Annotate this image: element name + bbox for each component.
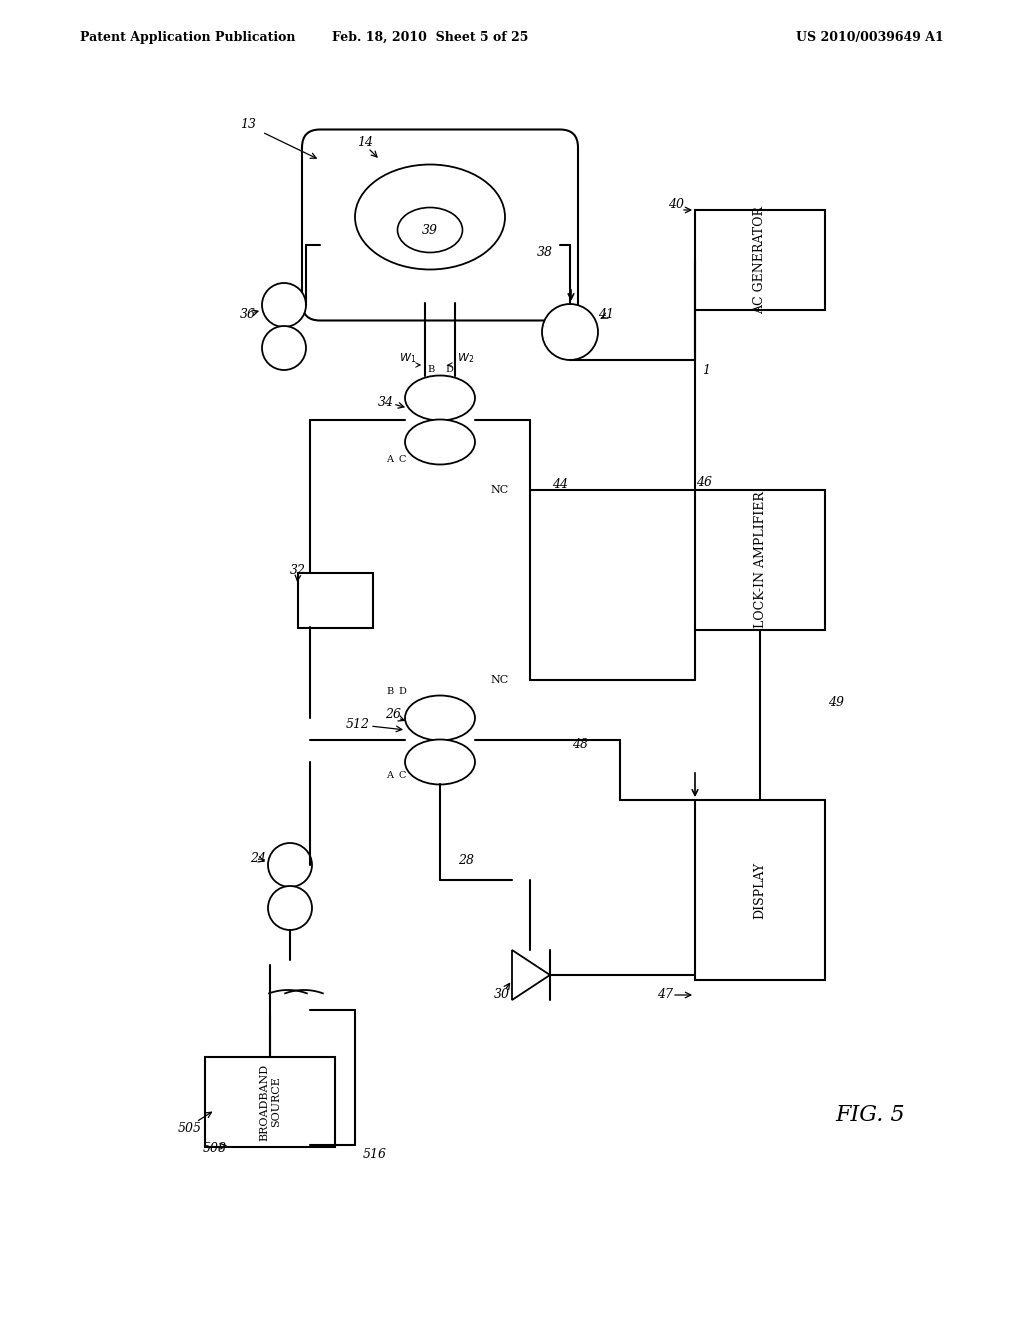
Text: $W_1$: $W_1$ xyxy=(399,351,417,364)
Text: 44: 44 xyxy=(552,478,568,491)
Circle shape xyxy=(262,282,306,327)
Text: US 2010/0039649 A1: US 2010/0039649 A1 xyxy=(797,30,944,44)
Text: 13: 13 xyxy=(240,119,256,132)
Text: 26: 26 xyxy=(385,709,401,722)
Bar xyxy=(695,800,825,979)
Text: 505: 505 xyxy=(178,1122,202,1134)
FancyBboxPatch shape xyxy=(302,129,578,321)
Text: 49: 49 xyxy=(828,696,844,709)
Ellipse shape xyxy=(406,375,475,421)
Text: 516: 516 xyxy=(362,1148,387,1162)
Circle shape xyxy=(268,886,312,931)
Text: 34: 34 xyxy=(378,396,394,408)
Text: C: C xyxy=(398,771,406,780)
Text: 39: 39 xyxy=(422,223,438,236)
Text: 512: 512 xyxy=(346,718,370,730)
Text: 40: 40 xyxy=(668,198,684,211)
Text: 508: 508 xyxy=(203,1142,227,1155)
Text: LOCK-IN AMPLIFIER: LOCK-IN AMPLIFIER xyxy=(754,491,767,628)
Bar xyxy=(695,210,825,310)
Bar xyxy=(695,490,825,630)
Text: 32: 32 xyxy=(290,564,306,577)
Ellipse shape xyxy=(406,739,475,784)
Circle shape xyxy=(268,843,312,887)
Polygon shape xyxy=(512,950,550,1001)
Text: 48: 48 xyxy=(572,738,588,751)
Text: 28: 28 xyxy=(458,854,474,866)
Text: DISPLAY: DISPLAY xyxy=(754,862,767,919)
Text: Patent Application Publication: Patent Application Publication xyxy=(80,30,296,44)
Text: NC: NC xyxy=(490,484,509,495)
Text: A: A xyxy=(386,771,393,780)
Text: 14: 14 xyxy=(357,136,373,149)
Text: 36: 36 xyxy=(240,309,256,322)
Text: $W_2$: $W_2$ xyxy=(458,351,474,364)
Text: BROADBAND
SOURCE: BROADBAND SOURCE xyxy=(259,1064,281,1140)
Ellipse shape xyxy=(406,420,475,465)
Text: FIG. 5: FIG. 5 xyxy=(836,1104,905,1126)
Text: 46: 46 xyxy=(696,477,712,490)
Text: D: D xyxy=(445,366,453,375)
Circle shape xyxy=(262,326,306,370)
Ellipse shape xyxy=(406,696,475,741)
Text: 1: 1 xyxy=(702,363,710,376)
Text: AC GENERATOR: AC GENERATOR xyxy=(754,206,767,314)
Text: 30: 30 xyxy=(494,989,510,1002)
Text: NC: NC xyxy=(490,675,509,685)
Ellipse shape xyxy=(355,165,505,269)
Text: Feb. 18, 2010  Sheet 5 of 25: Feb. 18, 2010 Sheet 5 of 25 xyxy=(332,30,528,44)
Text: 38: 38 xyxy=(537,246,553,259)
Text: A: A xyxy=(386,455,393,465)
Text: B: B xyxy=(427,366,434,375)
Bar xyxy=(205,1057,335,1147)
Text: 47: 47 xyxy=(657,989,673,1002)
Text: 24: 24 xyxy=(250,851,266,865)
Text: 41: 41 xyxy=(598,309,614,322)
Bar xyxy=(298,573,373,627)
Text: B: B xyxy=(386,688,393,697)
Circle shape xyxy=(542,304,598,360)
Text: D: D xyxy=(398,688,406,697)
Text: C: C xyxy=(398,455,406,465)
Ellipse shape xyxy=(397,207,463,252)
